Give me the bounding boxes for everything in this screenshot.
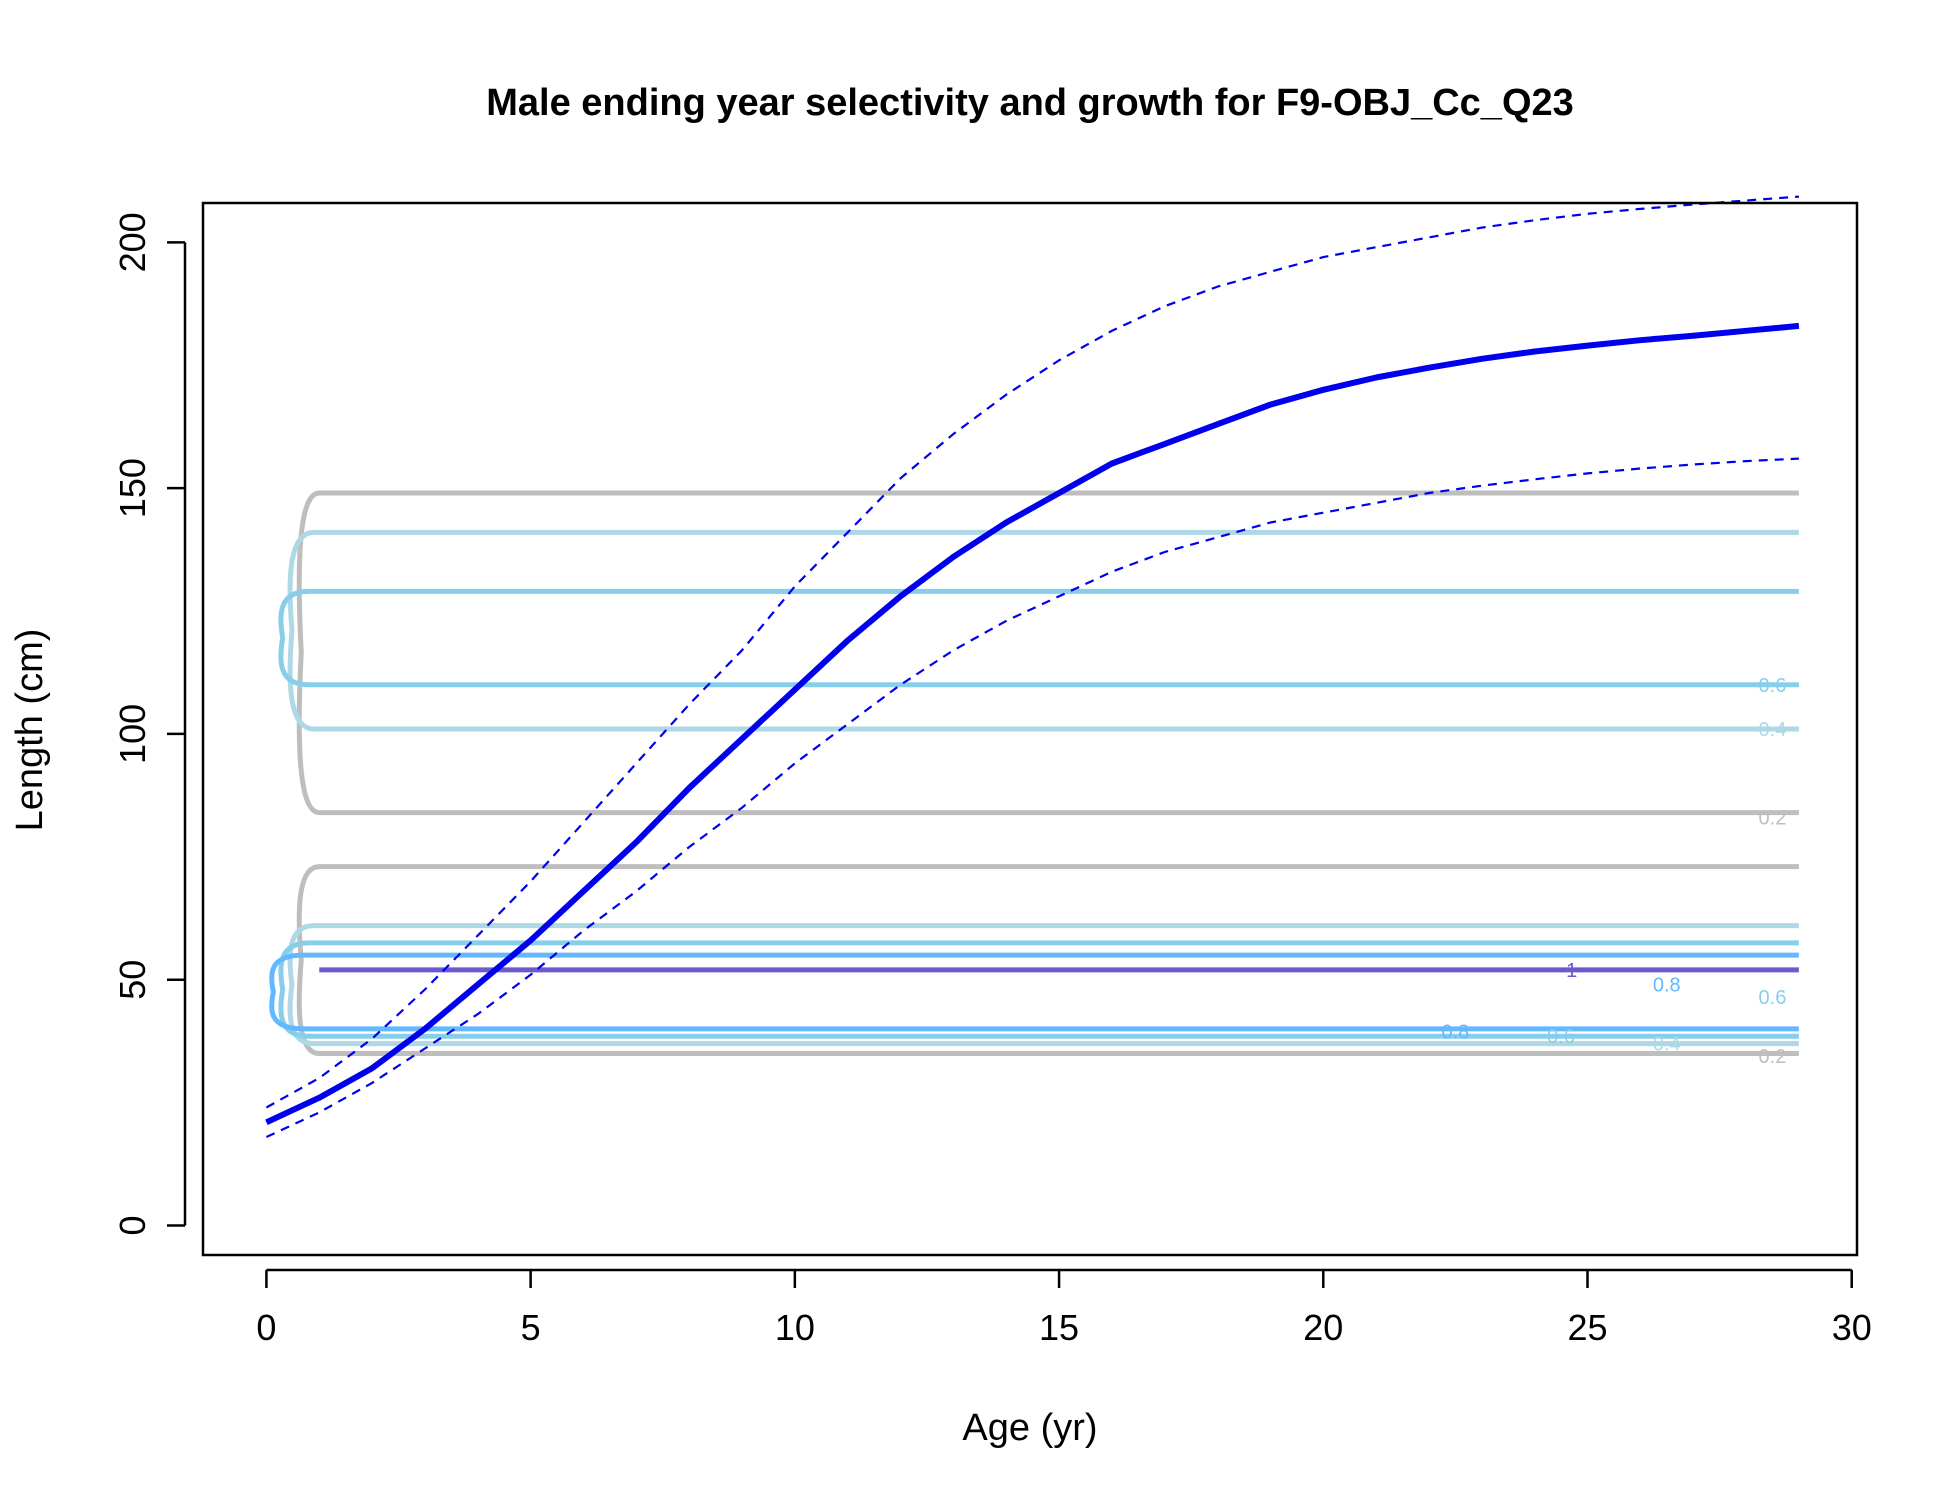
contour-label-5: 0.6 (1759, 987, 1787, 1009)
x-tick-label-30: 30 (1832, 1307, 1872, 1348)
y-tick-label-0: 0 (112, 1215, 153, 1235)
y-tick-label-100: 100 (112, 704, 153, 764)
contour-line-5 (296, 490, 1799, 816)
growth-interval-line-1 (265, 195, 1799, 1109)
x-tick-label-20: 20 (1303, 1307, 1343, 1348)
contour-label-1: 0.4 (1759, 719, 1787, 741)
plot-frame (201, 201, 1859, 1257)
contour-line-7 (278, 588, 1799, 688)
contour-line-1 (287, 923, 1799, 1047)
x-tick-label-0: 0 (256, 1307, 276, 1348)
x-tick-label-15: 15 (1039, 1307, 1079, 1348)
chart-title: Male ending year selectivity and growth … (486, 82, 1574, 124)
x-tick-label-5: 5 (521, 1307, 541, 1348)
x-tick-label-25: 25 (1567, 1307, 1607, 1348)
y-tick-label-150: 150 (112, 458, 153, 518)
x-tick-label-10: 10 (775, 1307, 815, 1348)
contour-line-2 (278, 940, 1799, 1039)
contour-line-6 (287, 529, 1799, 732)
contour-label-7: 0.6 (1547, 1026, 1575, 1048)
contour-label-2: 0.2 (1759, 807, 1787, 829)
contour-line-0 (296, 864, 1799, 1056)
growth-series (265, 195, 1800, 1138)
contour-label-3: 1 (1566, 960, 1577, 982)
contour-label-8: 0.4 (1653, 1034, 1681, 1056)
axes: 0 5 10 15 20 25 30 0 50 100 150 200 (112, 212, 1872, 1348)
contour-line-3 (269, 952, 1799, 1032)
growth-mean-line (265, 322, 1800, 1126)
y-axis-label: Length (cm) (9, 629, 51, 832)
contour-label-4: 0.8 (1653, 975, 1681, 997)
growth-interval-line-2 (265, 457, 1799, 1138)
x-axis-label: Age (yr) (962, 1407, 1097, 1449)
contour-label-9: 0.2 (1759, 1046, 1787, 1068)
selectivity-contours (269, 490, 1799, 1056)
contour-label-6: 0.8 (1441, 1021, 1469, 1043)
y-tick-label-200: 200 (112, 212, 153, 272)
y-tick-label-50: 50 (112, 960, 153, 1000)
contour-labels: 0.6 0.4 0.2 1 0.8 0.6 0.8 0.6 0.4 0.2 (1441, 675, 1786, 1068)
contour-label-0: 0.6 (1759, 675, 1787, 697)
